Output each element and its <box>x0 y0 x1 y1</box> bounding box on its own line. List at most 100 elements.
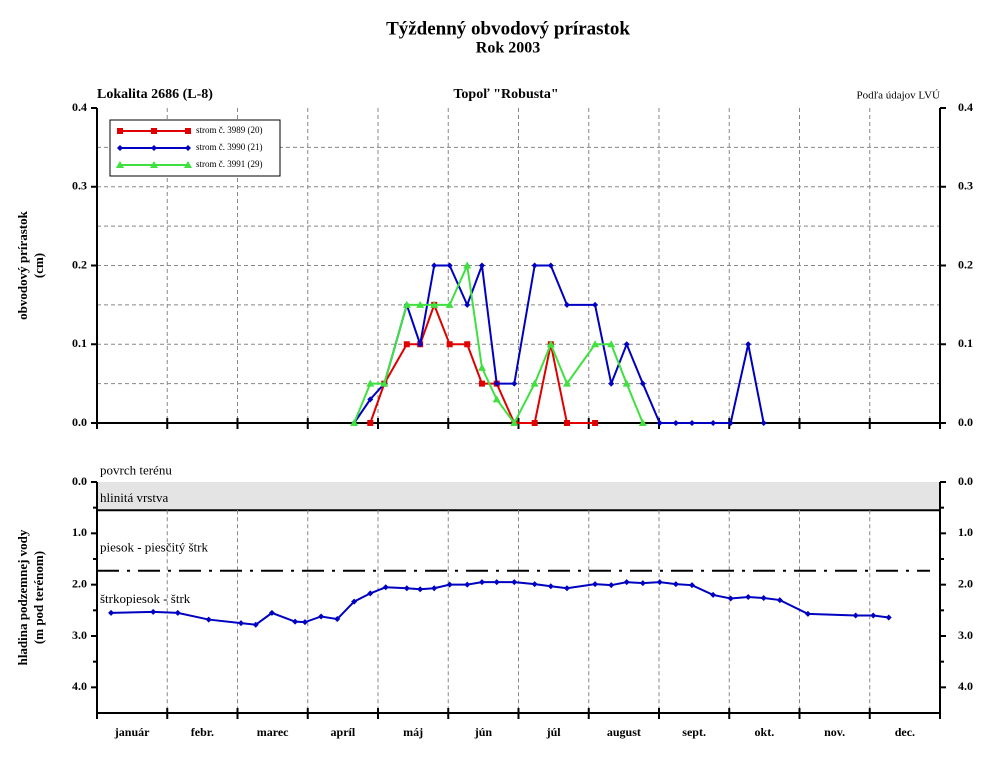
y-tick-label: 0.2 <box>958 257 973 271</box>
y-tick-label: 2.0 <box>958 576 973 590</box>
y-tick-label: 0.0 <box>72 474 87 488</box>
marker <box>108 609 115 616</box>
annotation: povrch terénu <box>100 463 172 478</box>
species: Topoľ "Robusta" <box>453 87 558 102</box>
marker <box>493 579 500 586</box>
marker <box>531 262 538 269</box>
marker <box>478 380 485 387</box>
y-tick-label: 0.0 <box>72 415 87 429</box>
legend-marker <box>151 128 157 134</box>
marker <box>727 595 734 602</box>
source: Podľa údajov LVÚ <box>856 90 940 102</box>
marker <box>431 262 438 269</box>
marker <box>431 585 438 592</box>
marker <box>478 262 485 269</box>
marker <box>639 580 646 587</box>
layer-label: hlinitá vrstva <box>100 490 168 505</box>
marker <box>546 340 555 348</box>
legend-marker <box>117 128 123 134</box>
y-axis-label: hladina podzemnej vody <box>15 529 30 665</box>
marker <box>608 582 615 589</box>
marker <box>252 621 259 628</box>
marker <box>464 301 471 308</box>
marker <box>607 340 616 348</box>
marker <box>292 618 299 625</box>
marker <box>464 341 471 348</box>
marker <box>760 595 767 602</box>
marker <box>710 591 717 598</box>
x-tick-label: apríl <box>331 725 356 739</box>
marker <box>446 581 453 588</box>
marker <box>238 620 245 627</box>
y-tick-label: 0.4 <box>958 100 973 114</box>
marker <box>478 579 485 586</box>
x-tick-label: dec. <box>895 725 915 739</box>
marker <box>776 597 783 604</box>
x-tick-label: máj <box>403 725 423 739</box>
marker <box>301 619 308 626</box>
marker <box>639 380 646 387</box>
chart-subtitle: Rok 2003 <box>476 40 540 57</box>
marker <box>885 614 892 621</box>
y-tick-label: 0.1 <box>958 336 973 350</box>
marker <box>318 613 325 620</box>
chart-title: Týždenný obvodový prírastok <box>386 18 630 39</box>
marker <box>608 380 615 387</box>
y-tick-label: 0.1 <box>72 336 87 350</box>
marker <box>510 419 519 426</box>
x-tick-label: marec <box>257 725 289 739</box>
marker <box>430 300 439 308</box>
series-line <box>111 581 889 626</box>
marker <box>591 340 600 348</box>
marker <box>870 612 877 619</box>
y-tick-label: 0.3 <box>958 179 973 193</box>
y-tick-label: 0.2 <box>72 257 87 271</box>
series-line <box>369 302 596 424</box>
marker <box>745 593 752 600</box>
y-tick-label: 4.0 <box>958 679 973 693</box>
marker <box>366 379 375 387</box>
x-tick-label: jún <box>474 725 493 739</box>
x-tick-label: sept. <box>682 725 706 739</box>
marker <box>592 301 599 308</box>
marker <box>562 379 571 387</box>
x-tick-label: okt. <box>755 725 775 739</box>
marker <box>367 420 374 426</box>
marker <box>622 379 631 387</box>
x-tick-label: august <box>607 725 641 739</box>
y-tick-label: 0.0 <box>958 415 973 429</box>
marker <box>745 341 752 348</box>
annotation: štrkopiesok - štrk <box>100 591 191 606</box>
y-tick-label: 3.0 <box>72 628 87 642</box>
legend-marker <box>150 161 158 168</box>
y-axis-label: (m pod terénom) <box>31 551 46 644</box>
marker <box>150 608 157 615</box>
legend-marker <box>116 161 124 168</box>
marker <box>760 420 767 426</box>
marker <box>417 586 424 593</box>
marker <box>710 420 717 426</box>
marker <box>563 420 570 426</box>
legend-label: strom č. 3989 (20) <box>196 125 263 135</box>
marker <box>689 582 696 589</box>
marker <box>638 419 647 426</box>
annotation: piesok - piesčitý štrk <box>100 540 208 555</box>
marker <box>672 420 679 426</box>
marker <box>350 419 359 426</box>
x-tick-label: január <box>114 725 150 739</box>
legend-marker <box>117 145 123 151</box>
marker <box>592 420 599 426</box>
marker <box>417 341 424 348</box>
marker <box>511 380 518 387</box>
marker <box>804 610 811 617</box>
marker <box>367 396 374 403</box>
y-tick-label: 1.0 <box>958 525 973 539</box>
marker <box>174 609 181 616</box>
marker <box>416 300 425 308</box>
legend-label: strom č. 3991 (29) <box>196 159 263 169</box>
y-tick-label: 0.0 <box>958 474 973 488</box>
marker <box>530 379 539 387</box>
y-axis-label: obvodový prírastok <box>15 210 30 319</box>
y-tick-label: 3.0 <box>958 628 973 642</box>
